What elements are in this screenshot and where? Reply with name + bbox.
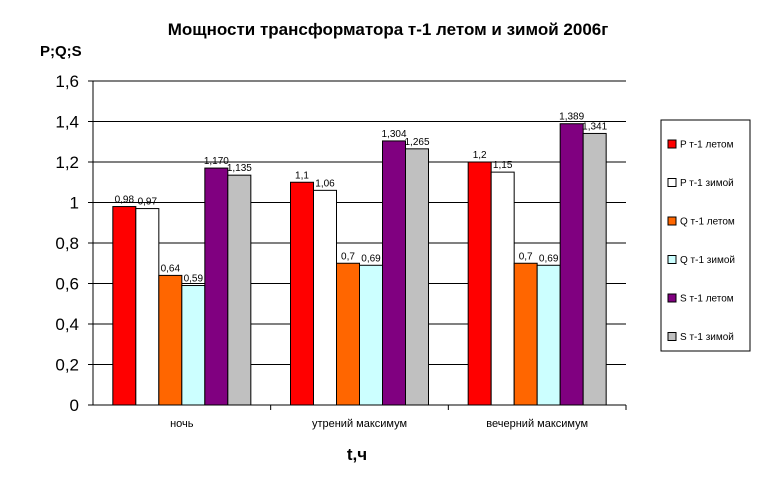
y-tick-label: 0,4: [55, 315, 79, 334]
data-label: 1,135: [227, 163, 252, 174]
bar: [467, 161, 492, 406]
data-label: 1,2: [473, 150, 487, 161]
legend-entry: P т-1 зимой: [680, 178, 734, 189]
legend-swatch: [667, 139, 677, 149]
data-label: 1,389: [559, 112, 584, 123]
data-label: 0,97: [138, 197, 158, 208]
y-tick-label: 1,4: [55, 113, 79, 132]
bar: [336, 262, 360, 406]
legend-entry: Q т-1 летом: [680, 217, 735, 228]
bar: [158, 274, 183, 406]
y-tick-label: 1: [70, 194, 79, 213]
y-tick-label: 0,8: [55, 234, 79, 253]
data-label: 0,69: [539, 253, 559, 264]
data-label: 1,304: [381, 129, 406, 140]
category-label: ночь: [170, 418, 194, 430]
legend-swatch: [667, 178, 677, 187]
y-tick-label: 0,2: [55, 356, 79, 375]
data-label: 1,341: [582, 121, 607, 132]
bars: [112, 123, 607, 406]
chart-title: Мощности трансформатора т-1 летом и зимо…: [168, 20, 609, 39]
bar: [359, 264, 383, 406]
bar: [559, 123, 584, 406]
data-label: 0,7: [341, 251, 355, 262]
legend-entry: S т-1 зимой: [680, 332, 734, 343]
data-label: 1,265: [404, 137, 429, 148]
legend-box: [660, 119, 751, 352]
bar: [382, 140, 406, 406]
legend-swatch: [667, 255, 677, 264]
data-label: 1,06: [315, 178, 335, 189]
data-label: 0,59: [184, 274, 204, 285]
y-tick-label: 1,6: [55, 72, 79, 91]
category-label: вечерний максимум: [486, 418, 588, 430]
data-label: 0,69: [361, 253, 381, 264]
bar: [135, 208, 160, 406]
data-label: 1,1: [295, 170, 309, 181]
data-label: 0,7: [519, 251, 533, 262]
legend-entry: P т-1 летом: [680, 140, 734, 151]
y-tick-labels: 0 0,2 0,4 0,6 0,8 1 1,2 1,4 1,6: [55, 72, 79, 415]
x-axis-label: t,ч: [347, 445, 367, 464]
bar: [313, 189, 337, 406]
bar: [513, 262, 538, 406]
bar: [181, 285, 206, 406]
data-label: 1,170: [204, 156, 229, 167]
legend: P т-1 летом P т-1 зимой Q т-1 летом Q т-1 з…: [660, 119, 751, 352]
category-label: утрений максимум: [312, 418, 407, 430]
data-label: 1,15: [493, 160, 513, 171]
data-label: 0,98: [115, 195, 135, 206]
bar: [490, 171, 515, 406]
bar: [204, 167, 229, 406]
legend-swatch: [667, 293, 677, 303]
legend-entry: S т-1 летом: [680, 294, 734, 305]
bar: [290, 181, 314, 406]
y-tick-label: 0,6: [55, 275, 79, 294]
bar: [536, 264, 561, 406]
data-label: 0,64: [161, 263, 181, 274]
y-tick-label: 1,2: [55, 153, 79, 172]
legend-entry: Q т-1 зимой: [680, 255, 735, 266]
category-labels: ночь утрений максимум вечерний максимум: [170, 405, 627, 430]
bar: [405, 148, 429, 406]
legend-swatch: [667, 332, 677, 341]
legend-swatch: [667, 216, 677, 226]
axes: [92, 81, 626, 406]
bar: [227, 174, 252, 406]
bar: [582, 132, 607, 406]
bar: [112, 206, 137, 406]
y-axis-label: P;Q;S: [40, 43, 82, 60]
y-tick-label: 0: [70, 396, 79, 415]
